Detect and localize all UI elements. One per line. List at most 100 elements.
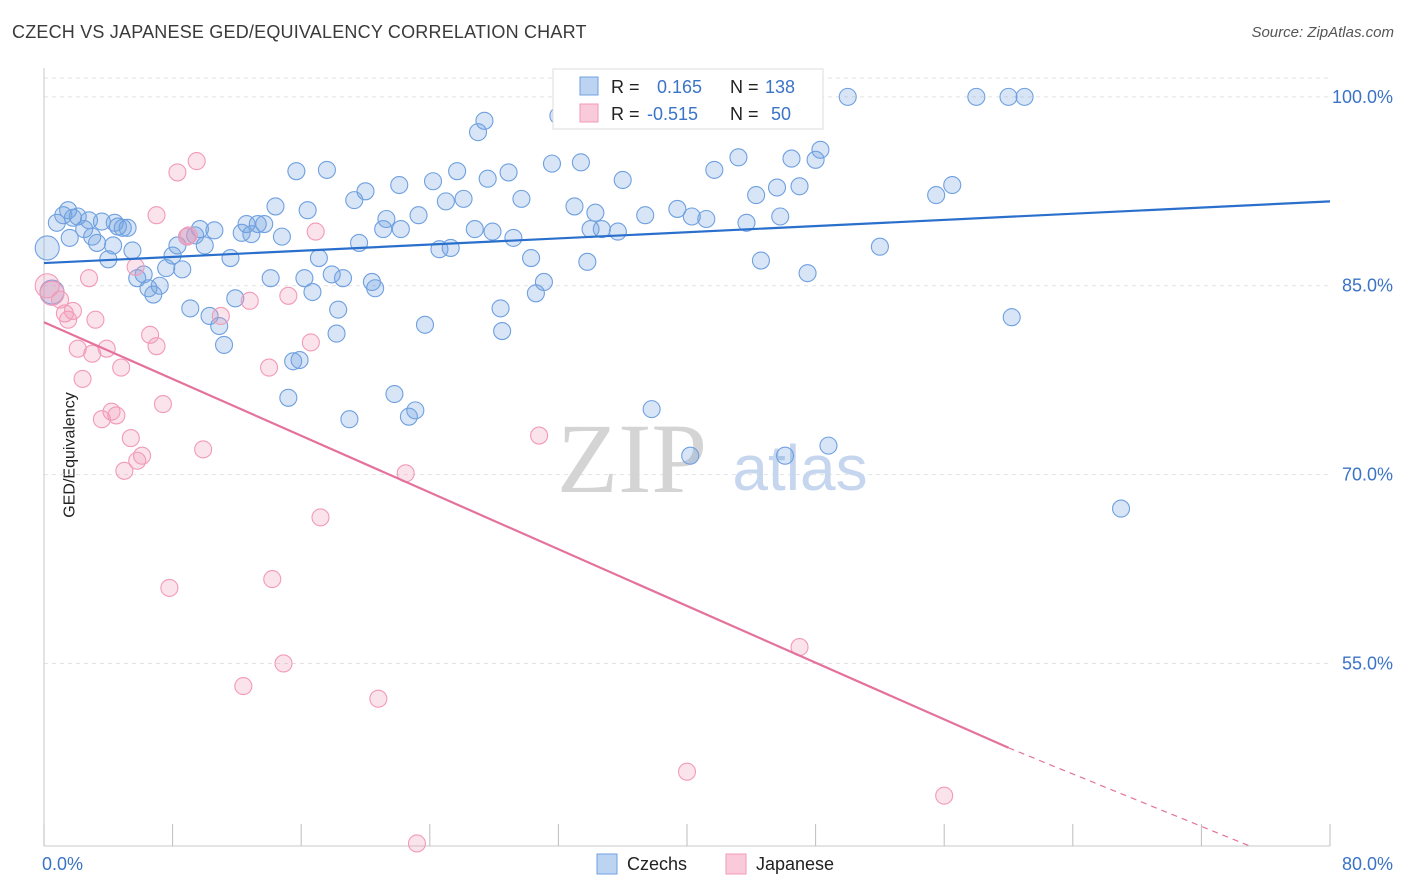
- japanese-point: [369, 689, 388, 708]
- czechs-point: [144, 285, 163, 304]
- czechs-point: [504, 228, 523, 247]
- czechs-point: [642, 400, 661, 419]
- czechs-point: [798, 264, 817, 283]
- japanese-point: [68, 339, 87, 358]
- axes: [43, 68, 1331, 847]
- czechs-point: [181, 299, 200, 318]
- x-tick-label-0: 0.0%: [42, 854, 83, 874]
- czechs-point: [697, 209, 716, 229]
- czechs-point: [682, 207, 701, 226]
- japanese-point: [73, 369, 92, 388]
- japanese-point: [115, 461, 134, 480]
- czechs-point: [83, 227, 102, 246]
- czechs-point: [565, 197, 584, 216]
- japanese-point: [128, 451, 147, 470]
- japanese-point: [63, 301, 82, 320]
- czechs-point: [767, 178, 787, 197]
- czechs-point: [512, 189, 531, 208]
- czechs-point: [423, 172, 443, 191]
- czechs-point: [317, 160, 336, 179]
- japanese-point: [86, 310, 105, 329]
- legend-japanese-swatch: [725, 853, 747, 875]
- japanese-point: [34, 273, 60, 299]
- japanese-point: [935, 786, 954, 805]
- czechs-point: [999, 87, 1018, 106]
- japanese-point: [92, 410, 111, 429]
- czechs-point: [261, 269, 280, 288]
- czechs-point: [287, 162, 306, 181]
- japanese-point: [107, 406, 126, 425]
- legend-n-value-japanese: 50: [771, 104, 791, 124]
- japanese-point: [126, 257, 145, 276]
- czechs-point: [806, 150, 825, 169]
- japanese-point: [263, 570, 282, 589]
- japanese-point: [51, 290, 70, 309]
- japanese-point: [141, 325, 160, 344]
- czechs-point: [390, 175, 409, 195]
- japanese-point: [168, 163, 187, 182]
- japanese-point: [79, 269, 99, 288]
- japanese-trend-extension: [1008, 747, 1250, 847]
- czechs-point: [415, 315, 435, 334]
- czechs-point: [790, 177, 809, 196]
- czechs-point: [478, 169, 497, 188]
- czechs-point: [322, 265, 341, 284]
- czechs-point: [737, 213, 756, 232]
- czechs-point: [333, 269, 353, 288]
- czechs-point: [819, 436, 838, 455]
- japanese-point: [407, 834, 426, 853]
- japanese-point: [306, 222, 325, 241]
- legend-r-label-japanese: R =: [611, 104, 640, 124]
- czechs-point: [139, 279, 158, 298]
- japanese-point: [187, 152, 206, 171]
- czechs-trend-line: [43, 200, 1331, 265]
- czechs-point: [366, 279, 385, 298]
- chart-title: CZECH VS JAPANESE GED/EQUIVALENCY CORREL…: [12, 22, 587, 42]
- czechs-point: [1111, 499, 1131, 518]
- japanese-point: [147, 337, 166, 356]
- japanese-point: [279, 286, 298, 305]
- czechs-point: [221, 248, 240, 268]
- czechs-point: [242, 225, 261, 244]
- czechs-point: [232, 223, 251, 242]
- czechs-point: [34, 235, 60, 261]
- czechs-point: [586, 203, 605, 222]
- czechs-point: [255, 214, 274, 234]
- czechs-point: [150, 276, 169, 295]
- czechs-point: [92, 212, 111, 231]
- czechs-point: [60, 228, 79, 247]
- czechs-point: [613, 170, 632, 190]
- japanese-point: [301, 333, 320, 352]
- japanese-point: [153, 395, 173, 414]
- japanese-point: [530, 426, 549, 445]
- czechs-point: [870, 237, 889, 256]
- japanese-point: [179, 226, 198, 245]
- czechs-point: [542, 154, 562, 173]
- czechs-point: [522, 248, 541, 268]
- legend-pink-swatch: [579, 103, 599, 123]
- source-credit: Source: ZipAtlas.com: [1251, 24, 1394, 41]
- czechs-point: [309, 248, 328, 268]
- czechs-point: [681, 446, 700, 465]
- czechs-point: [327, 324, 346, 343]
- czechs-point: [491, 299, 510, 318]
- japanese-point: [39, 280, 65, 306]
- tick-labels: 55.0% 70.0% 85.0% 100.0% 0.0% 80.0%: [42, 87, 1393, 874]
- czechs-point: [47, 213, 66, 232]
- czechs-point: [195, 236, 214, 255]
- czechs-point: [465, 220, 484, 239]
- x-tick-label-1: 80.0%: [1342, 854, 1393, 874]
- czechs-point: [967, 87, 986, 106]
- japanese-point: [133, 446, 152, 465]
- czechs-point: [104, 236, 123, 255]
- czechs-point: [776, 446, 795, 465]
- legend-japanese-label: Japanese: [756, 854, 834, 874]
- legend-r-value-czechs: 0.165: [657, 77, 702, 97]
- czechs-point: [391, 220, 410, 239]
- czechs-point: [448, 162, 467, 181]
- japanese-point: [97, 339, 116, 358]
- czechs-point: [340, 410, 359, 429]
- czechs-point: [356, 182, 375, 201]
- czechs-point: [436, 192, 455, 211]
- czechs-point: [377, 209, 396, 229]
